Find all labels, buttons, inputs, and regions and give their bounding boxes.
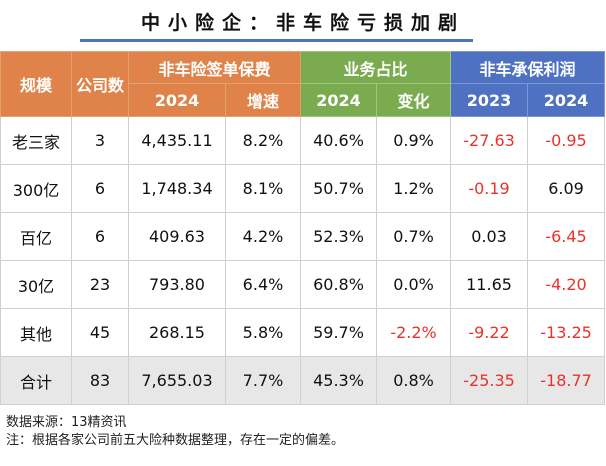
header-scale: 规模: [0, 51, 72, 117]
cell-premium: 268.15: [128, 308, 226, 357]
cell-growth: 6.4%: [224, 260, 302, 309]
title-underline: [80, 39, 473, 42]
cell-profit-2024: 6.09: [527, 164, 606, 213]
cell-profit-2024: -6.45: [527, 212, 606, 261]
data-table: 规模 公司数 非车险签单保费 业务占比 非车承保利润 2024 增速 2024 …: [0, 51, 606, 405]
cell-premium: 4,435.11: [128, 116, 226, 165]
cell-profit-2023: -25.35: [450, 356, 529, 405]
header-profit-2023: 2023: [450, 83, 529, 117]
cell-profit-2024: -13.25: [527, 308, 606, 357]
header-premium-group: 非车险签单保费: [127, 51, 302, 84]
header-company-count: 公司数: [71, 51, 129, 117]
cell-share: 52.3%: [300, 212, 378, 261]
cell-profit-2023: 11.65: [450, 260, 529, 309]
table-row: 300亿 6 1,748.34 8.1% 50.7% 1.2% -0.19 6.…: [0, 164, 606, 213]
cell-change: 0.8%: [376, 356, 452, 405]
table-row: 30亿 23 793.80 6.4% 60.8% 0.0% 11.65 -4.2…: [0, 260, 606, 309]
cell-change: 0.7%: [376, 212, 452, 261]
cell-count: 3: [71, 116, 129, 165]
header-share-2024: 2024: [300, 83, 378, 117]
total-row: 合计 83 7,655.03 7.7% 45.3% 0.8% -25.35 -1…: [0, 356, 606, 405]
header-share-group: 业务占比: [300, 51, 452, 84]
cell-growth: 7.7%: [224, 356, 302, 405]
cell-change: -2.2%: [376, 308, 452, 357]
cell-count: 6: [71, 212, 129, 261]
source-note: 数据来源：13精资讯: [6, 415, 127, 430]
cell-scale: 合计: [0, 356, 72, 405]
cell-share: 50.7%: [300, 164, 378, 213]
table-row: 百亿 6 409.63 4.2% 52.3% 0.7% 0.03 -6.45: [0, 212, 606, 261]
cell-scale: 其他: [0, 308, 72, 357]
cell-share: 45.3%: [300, 356, 378, 405]
cell-premium: 409.63: [128, 212, 226, 261]
cell-scale: 百亿: [0, 212, 72, 261]
cell-change: 0.9%: [376, 116, 452, 165]
cell-scale: 300亿: [0, 164, 72, 213]
cell-scale: 30亿: [0, 260, 72, 309]
cell-premium: 1,748.34: [128, 164, 226, 213]
header-premium-2024: 2024: [128, 83, 226, 117]
cell-profit-2024: -0.95: [527, 116, 606, 165]
cell-growth: 8.1%: [224, 164, 302, 213]
cell-change: 1.2%: [376, 164, 452, 213]
cell-profit-2023: 0.03: [450, 212, 529, 261]
cell-profit-2023: -27.63: [450, 116, 529, 165]
table-row: 老三家 3 4,435.11 8.2% 40.6% 0.9% -27.63 -0…: [0, 116, 606, 165]
cell-growth: 8.2%: [224, 116, 302, 165]
cell-count: 83: [71, 356, 129, 405]
cell-count: 23: [71, 260, 129, 309]
cell-share: 40.6%: [300, 116, 378, 165]
chart-title: 中小险企：非车险亏损加剧: [140, 12, 465, 34]
cell-profit-2024: -18.77: [527, 356, 606, 405]
cell-count: 45: [71, 308, 129, 357]
cell-profit-2023: -0.19: [450, 164, 529, 213]
cell-share: 60.8%: [300, 260, 378, 309]
cell-profit-2024: -4.20: [527, 260, 606, 309]
cell-premium: 7,655.03: [128, 356, 226, 405]
cell-share: 59.7%: [300, 308, 378, 357]
table-row: 其他 45 268.15 5.8% 59.7% -2.2% -9.22 -13.…: [0, 308, 606, 357]
header-premium-growth: 增速: [224, 83, 302, 117]
cell-change: 0.0%: [376, 260, 452, 309]
header-profit-2024: 2024: [527, 83, 606, 117]
header-share-change: 变化: [376, 83, 452, 117]
cell-premium: 793.80: [128, 260, 226, 309]
cell-growth: 4.2%: [224, 212, 302, 261]
cell-count: 6: [71, 164, 129, 213]
cell-profit-2023: -9.22: [450, 308, 529, 357]
cell-growth: 5.8%: [224, 308, 302, 357]
cell-scale: 老三家: [0, 116, 72, 165]
header-profit-group: 非车承保利润: [450, 51, 606, 84]
footnote: 注：根据各家公司前五大险种数据整理，存在一定的偏差。: [6, 433, 345, 448]
